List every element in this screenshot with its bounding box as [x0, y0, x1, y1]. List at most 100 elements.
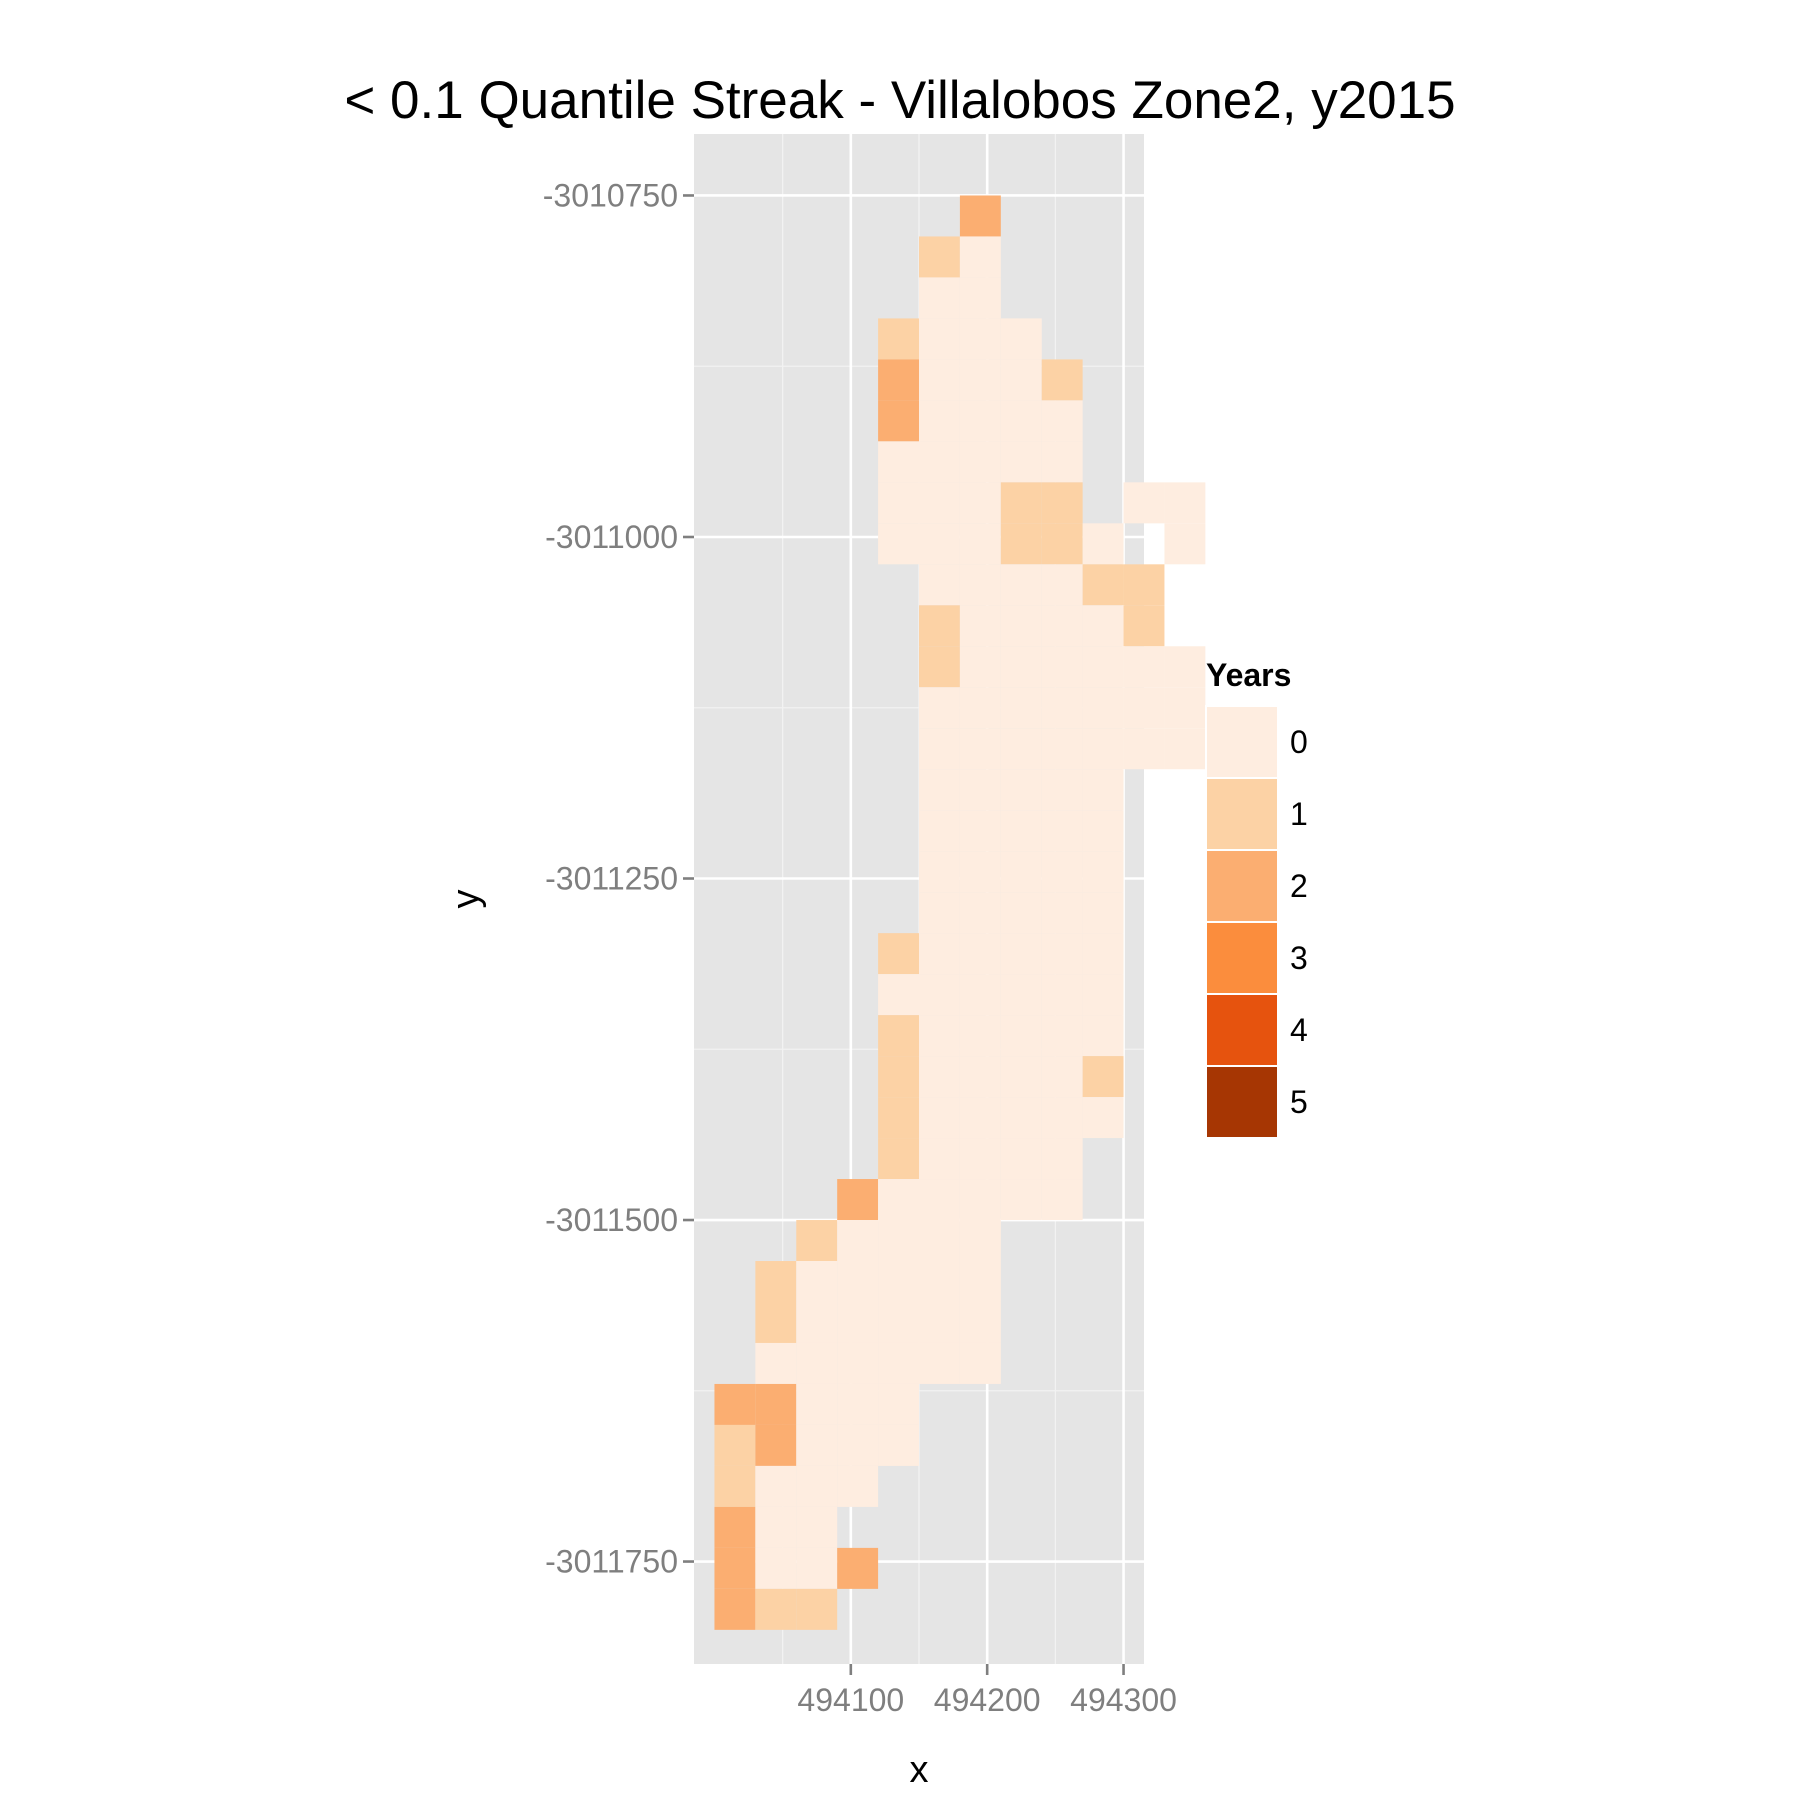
heatmap-cell — [796, 1547, 838, 1589]
heatmap-cell — [1082, 1056, 1124, 1098]
heatmap-cell — [1000, 605, 1042, 647]
heatmap-cell — [755, 1465, 797, 1507]
heatmap-cell — [1082, 851, 1124, 893]
heatmap-cell — [878, 933, 919, 975]
heatmap-cell — [878, 1056, 919, 1098]
heatmap-cell — [1000, 318, 1042, 360]
heatmap-cell — [1041, 687, 1083, 729]
heatmap-cell — [1041, 1097, 1083, 1139]
heatmap-cell — [959, 1097, 1001, 1139]
heatmap-cell — [919, 728, 960, 770]
heatmap-cell — [837, 1220, 879, 1262]
heatmap-cell — [1041, 605, 1083, 647]
heatmap-cell — [1041, 892, 1083, 934]
heatmap-cell — [1000, 441, 1042, 483]
heatmap-cell — [919, 851, 960, 893]
chart-title: < 0.1 Quantile Streak - Villalobos Zone2… — [344, 71, 1455, 130]
heatmap-cell — [796, 1383, 838, 1425]
heatmap-cell — [959, 851, 1001, 893]
heatmap-cell — [959, 1056, 1001, 1098]
y-tick-label: -3011500 — [545, 1202, 678, 1238]
heatmap-cell — [1000, 646, 1042, 688]
heatmap-cell — [1041, 400, 1083, 442]
heatmap-cell — [1000, 687, 1042, 729]
heatmap-cell — [1082, 892, 1124, 934]
y-axis-title: y — [445, 890, 487, 909]
heatmap-cell — [1000, 482, 1042, 524]
heatmap-cell — [959, 728, 1001, 770]
legend-label: 1 — [1290, 796, 1308, 832]
legend-label: 3 — [1290, 940, 1308, 976]
legend-key — [1205, 1065, 1279, 1139]
heatmap-cell — [919, 1261, 960, 1302]
heatmap-cell — [878, 974, 919, 1016]
heatmap-cell — [1000, 933, 1042, 975]
heatmap-cell — [796, 1424, 838, 1466]
heatmap-cell — [1000, 1097, 1042, 1139]
heatmap-cell — [959, 1179, 1001, 1221]
legend-key — [1205, 777, 1279, 851]
heatmap-cell — [878, 1179, 919, 1221]
heatmap-cell — [1082, 646, 1124, 688]
heatmap-cell — [1000, 974, 1042, 1016]
heatmap-cell — [1041, 564, 1083, 606]
heatmap-cell — [837, 1342, 879, 1384]
heatmap-cell — [878, 1261, 919, 1302]
heatmap-cell — [878, 1220, 919, 1262]
heatmap-cell — [1082, 933, 1124, 975]
heatmap-cell — [796, 1465, 838, 1507]
heatmap-cell — [959, 564, 1001, 606]
heatmap-cell — [1000, 1056, 1042, 1098]
heatmap-cell — [1082, 605, 1124, 647]
heatmap-cell — [1123, 605, 1165, 647]
legend: Years 0 1 2 3 4 5 — [1205, 657, 1308, 1139]
heatmap-cell — [1164, 523, 1206, 565]
heatmap-cell — [755, 1261, 797, 1302]
heatmap-cell — [959, 1301, 1001, 1343]
heatmap-cell — [919, 687, 960, 729]
y-tick-label: -3011000 — [545, 519, 678, 555]
heatmap-cell — [714, 1465, 756, 1507]
heatmap-cell — [755, 1424, 797, 1466]
heatmap-cell — [1000, 851, 1042, 893]
heatmap-cell — [1082, 1015, 1124, 1057]
heatmap-cell — [919, 564, 960, 606]
heatmap-cell — [959, 318, 1001, 360]
y-tick-label: -3010750 — [543, 177, 678, 213]
heatmap-cell — [959, 1261, 1001, 1302]
heatmap-cell — [878, 1097, 919, 1139]
heatmap-cell — [878, 359, 919, 401]
legend-label: 0 — [1290, 724, 1308, 760]
legend-label: 2 — [1290, 868, 1308, 904]
heatmap-cell — [1000, 769, 1042, 811]
heatmap-cell — [878, 1138, 919, 1180]
y-tick-label: -3011750 — [545, 1544, 678, 1580]
heatmap-cell — [1041, 851, 1083, 893]
heatmap-cell — [959, 195, 1001, 237]
heatmap-cell — [919, 482, 960, 524]
heatmap-cell — [919, 277, 960, 319]
heatmap-cell — [837, 1383, 879, 1425]
heatmap-cell — [1041, 1056, 1083, 1098]
legend-key — [1205, 993, 1279, 1067]
heatmap-cell — [1164, 646, 1206, 688]
heatmap-cell — [796, 1301, 838, 1343]
heatmap-cell — [959, 892, 1001, 934]
heatmap-cells — [714, 195, 1206, 1630]
heatmap-cell — [919, 1342, 960, 1384]
heatmap-cell — [959, 277, 1001, 319]
heatmap-cell — [878, 1015, 919, 1057]
heatmap-cell — [919, 523, 960, 565]
heatmap-cell — [919, 1220, 960, 1262]
heatmap-cell — [714, 1588, 756, 1630]
heatmap-cell — [1041, 933, 1083, 975]
heatmap-cell — [1041, 646, 1083, 688]
heatmap-cell — [919, 646, 960, 688]
heatmap-cell — [878, 1301, 919, 1343]
heatmap-cell — [919, 1179, 960, 1221]
heatmap-cell — [1041, 523, 1083, 565]
heatmap-cell — [919, 359, 960, 401]
heatmap-cell — [919, 236, 960, 278]
legend-key — [1205, 705, 1279, 779]
